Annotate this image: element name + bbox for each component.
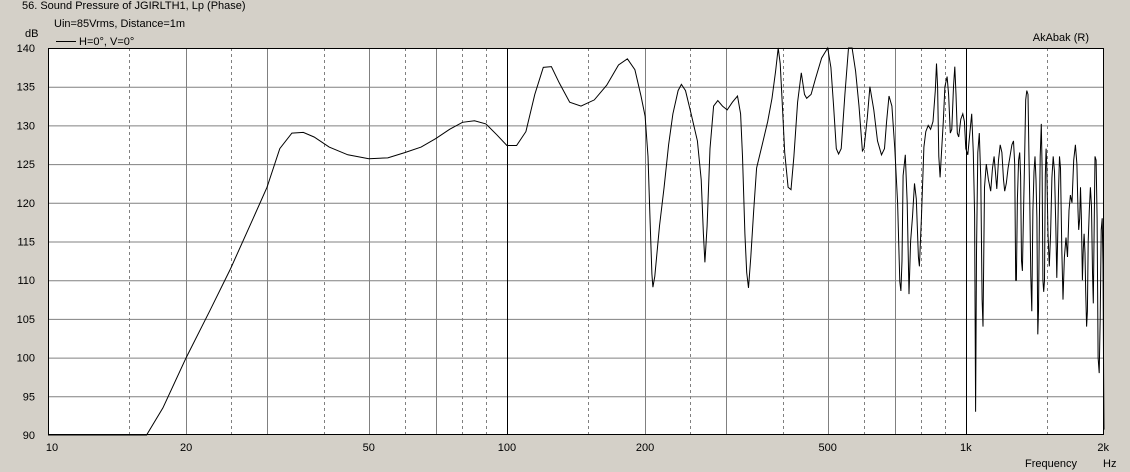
plot-frame: [48, 48, 1104, 435]
x-tick-label: 50: [363, 442, 375, 454]
y-tick-label: 125: [17, 159, 35, 171]
grid-lines: [48, 48, 1104, 435]
x-tick-label: 10: [46, 442, 58, 454]
x-tick-label: 1k: [960, 442, 972, 454]
x-tick-label: 100: [498, 442, 516, 454]
y-tick-label: 105: [17, 314, 35, 326]
y-tick-label: 110: [17, 275, 35, 287]
chart-title: 56. Sound Pressure of JGIRLTH1, Lp (Phas…: [22, 0, 246, 12]
legend-entry: H=0°, V=0°: [79, 36, 134, 48]
y-tick-label: 130: [17, 120, 35, 132]
y-tick-label: 135: [17, 82, 35, 94]
y-tick-label: 95: [23, 391, 35, 403]
x-axis-label: Frequency: [1025, 458, 1077, 470]
y-tick-label: 120: [17, 198, 35, 210]
y-tick-label: 140: [17, 43, 35, 55]
y-tick-labels: 90 95 100 105 110 115 120 125 130 135 140: [17, 43, 35, 442]
chart-conditions: Uin=85Vrms, Distance=1m: [54, 18, 186, 30]
y-tick-label: 90: [23, 430, 35, 442]
series-line-h0-v0: [48, 46, 1105, 436]
y-tick-label: 100: [17, 353, 35, 365]
x-axis-unit-label: Hz: [1103, 458, 1117, 470]
x-tick-label: 200: [636, 442, 654, 454]
y-tick-label: 115: [17, 237, 35, 249]
x-tick-label: 2k: [1097, 442, 1109, 454]
x-tick-labels: 10 20 50 100 200 500 1k 2k: [46, 442, 1110, 454]
x-tick-label: 20: [180, 442, 192, 454]
akabak-watermark: AkAbak (R): [1033, 32, 1089, 44]
y-axis-unit-label: dB: [25, 28, 39, 40]
x-tick-label: 500: [819, 442, 837, 454]
